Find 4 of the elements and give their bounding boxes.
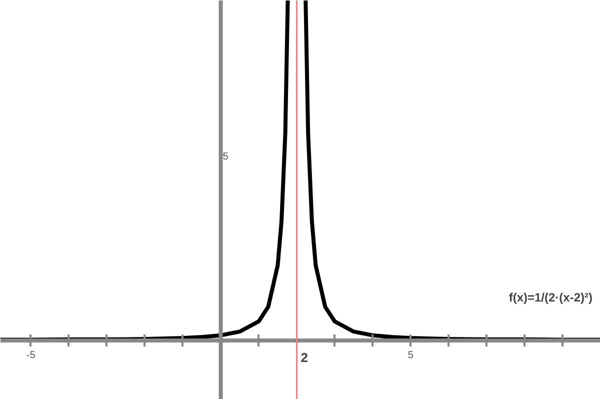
ref-line-label: 2 xyxy=(300,350,308,366)
annotation: 5 xyxy=(222,152,229,162)
annotation: f(x)=1/(2·(x-2)²) xyxy=(508,290,593,304)
x-tick-label: -5 xyxy=(26,350,36,362)
